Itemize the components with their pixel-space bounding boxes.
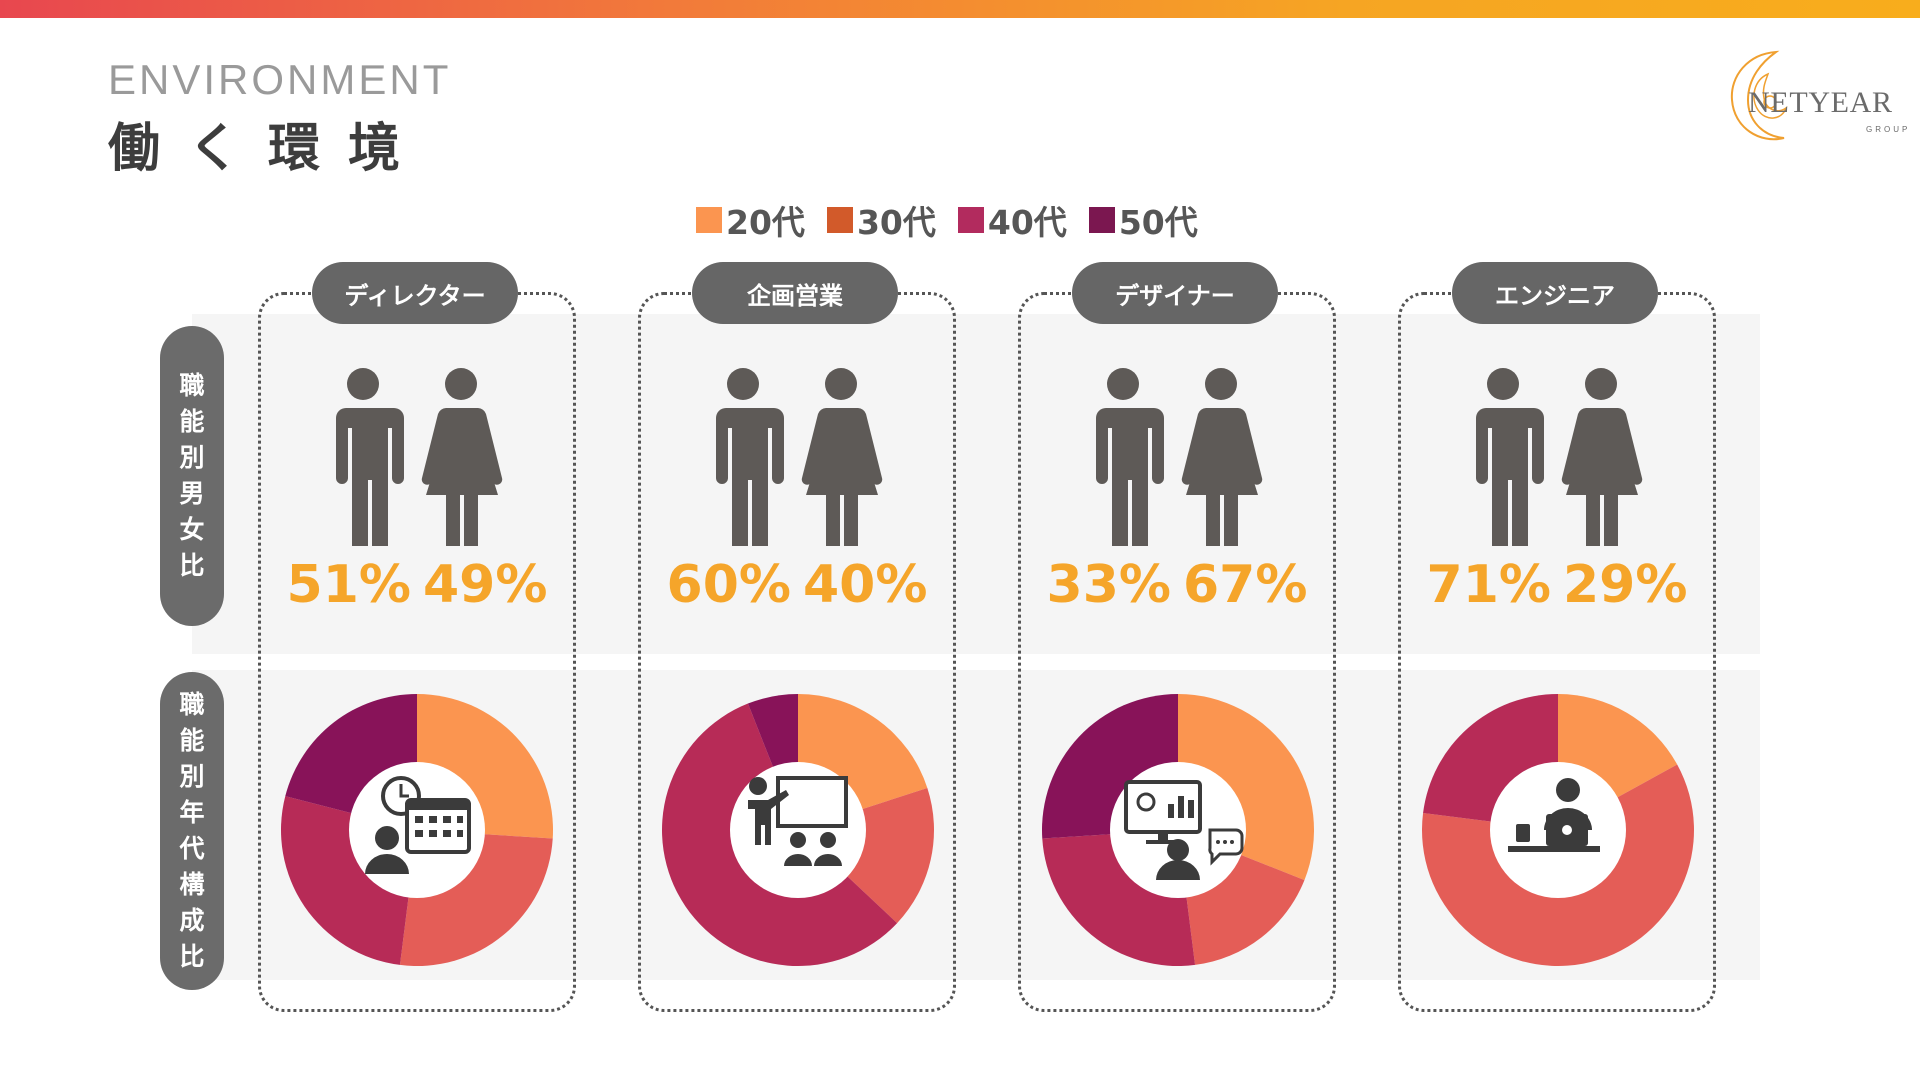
row-label-char: 職 [179, 371, 205, 400]
logo-subtext: GROUP [1866, 125, 1908, 134]
column-title-sales: 企画営業 [692, 262, 898, 324]
female-percent: 40% [803, 555, 928, 615]
row-label-age: 職 能 別 年 代 構 成 比 [160, 672, 224, 990]
legend-item: 20代 [696, 196, 805, 244]
female-percent: 29% [1563, 555, 1688, 615]
column-title-engineer: エンジニア [1452, 262, 1658, 324]
logo-wordmark: NETYEAR [1748, 86, 1904, 119]
row-label-char: 能 [179, 726, 205, 755]
age-donut-designer [1042, 694, 1314, 966]
row-label-char: 成 [179, 906, 205, 935]
row-label-char: 職 [179, 690, 205, 719]
age-donut-director [281, 694, 553, 966]
male-female-icon [1472, 368, 1643, 546]
row-label-char: 年 [179, 798, 205, 827]
gender-ratio: 60% 40% [638, 555, 956, 615]
female-percent: 49% [423, 555, 548, 615]
chart-legend: 20代 30代 40代 50代 [696, 200, 1198, 242]
engineer-laptop-icon [1508, 778, 1600, 852]
legend-label: 40代 [987, 203, 1067, 242]
legend-label: 50代 [1118, 203, 1198, 242]
legend-swatch-40s [957, 207, 984, 233]
gender-ratio: 71% 29% [1398, 555, 1716, 615]
row-label-char: 別 [179, 762, 205, 791]
male-female-icon [1092, 368, 1263, 546]
row-label-char: 代 [179, 834, 205, 863]
legend-swatch-30s [826, 207, 853, 233]
age-donut-engineer [1422, 694, 1694, 966]
row-label-char: 構 [179, 870, 205, 899]
page-title: 働く環境 [108, 119, 429, 179]
calendar-clock-person-icon [365, 776, 471, 874]
row-label-char: 別 [179, 443, 205, 472]
legend-item: 30代 [826, 196, 936, 244]
row-label-char: 女 [179, 515, 205, 544]
female-percent: 67% [1183, 555, 1308, 615]
section-eyebrow: ENVIRONMENT [108, 56, 452, 103]
legend-label: 30代 [856, 203, 936, 242]
male-female-icon [712, 368, 883, 546]
designer-monitor-chat-icon [1124, 780, 1244, 880]
gender-ratio: 33% 67% [1018, 555, 1336, 615]
legend-swatch-20s [696, 207, 722, 233]
legend-item: 50代 [1088, 196, 1198, 244]
row-label-char: 比 [179, 942, 205, 971]
presenter-audience-icon [748, 776, 848, 866]
male-percent: 51% [286, 555, 411, 615]
row-label-char: 能 [179, 407, 205, 436]
row-label-gender: 職 能 別 男 女 比 [160, 326, 224, 626]
male-percent: 60% [666, 555, 791, 615]
row-label-char: 男 [179, 479, 205, 508]
legend-item: 40代 [957, 196, 1067, 244]
age-donut-sales [662, 694, 934, 966]
top-accent-bar [0, 0, 1920, 18]
male-percent: 71% [1426, 555, 1551, 615]
male-percent: 33% [1046, 555, 1171, 615]
legend-label: 20代 [726, 203, 805, 242]
legend-swatch-50s [1088, 207, 1115, 233]
company-logo: NETYEAR GROUP [1730, 50, 1908, 141]
row-label-char: 比 [179, 551, 205, 580]
male-female-icon [332, 368, 503, 546]
column-title-designer: デザイナー [1072, 262, 1278, 324]
gender-ratio: 51% 49% [258, 555, 576, 615]
column-title-director: ディレクター [312, 262, 518, 324]
